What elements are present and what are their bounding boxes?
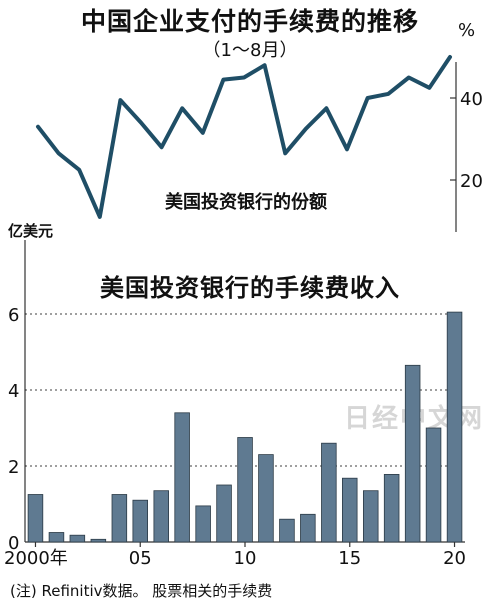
bar-chart-tick-label-6: 6 [8,305,19,326]
line-chart-title: 中国企业支付的手续费的推移 [80,7,419,36]
bar-2017 [383,473,400,543]
line-chart-series [36,55,452,219]
bar-2000 [27,494,44,543]
bar-2018 [404,364,421,543]
bar-2005 [132,499,148,543]
bar-chart-x-tick-label-2020: 20 [443,548,466,569]
bar-2001 [48,532,65,543]
line-chart-subtitle: （1～8月） [202,40,298,61]
bar-2012 [279,518,295,543]
bar-chart-x-tick-label-2015: 15 [338,548,361,569]
bar-chart-tick-label-2: 2 [8,457,19,478]
bar-2002 [69,534,86,543]
bar-2006 [153,490,169,543]
bar-chart-x-tick-label-2010: 10 [234,548,257,569]
bar-2003 [90,538,107,543]
bar-chart-x-tick-label-2005: 05 [129,548,152,569]
bar-chart-tick-label-4: 4 [8,381,19,402]
bar-2015 [341,477,358,543]
bar-chart-tick-label-0: 0 [8,533,19,554]
bar-2010 [237,437,253,543]
bar-2019 [425,427,442,543]
bar-2009 [216,484,232,543]
line-chart-tick-label-20: 20 [460,171,483,192]
bar-2014 [321,442,337,543]
bar-2007 [174,412,190,543]
line-chart-unit: % [458,20,476,41]
bar-chart-x-tick-label-2000: 2000年 [4,548,68,569]
bar-2004 [111,494,128,543]
bar-2020 [446,311,463,543]
footnote: (注) Refinitiv数据。 股票相关的手续费 [10,582,273,600]
line-chart-annotation: 美国投资银行的份额 [165,192,327,213]
bar-chart-unit: 亿美元 [8,222,54,240]
line-chart-tick-label-40: 40 [460,89,483,110]
bar-chart-title: 美国投资银行的手续费收入 [100,274,400,302]
bar-2013 [300,513,316,543]
bar-2008 [195,505,211,543]
bar-2011 [258,454,274,543]
bar-2016 [362,490,379,543]
